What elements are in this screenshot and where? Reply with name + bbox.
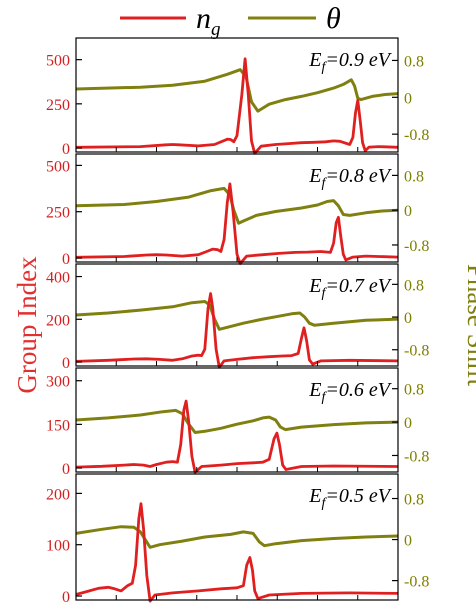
left-tick-label: 0	[62, 355, 70, 372]
right-tick-label: 0	[404, 533, 412, 550]
legend-ng-label: ng	[196, 2, 221, 40]
left-tick-label: 150	[46, 417, 70, 434]
left-tick-label: 500	[46, 158, 70, 175]
right-tick-label: -0.8	[404, 448, 429, 465]
panel-4: 0 150 300 0.8 0 -0.8 Ef=0.6 eV	[46, 367, 429, 478]
right-tick-label: 0.8	[404, 277, 424, 294]
fermi-energy-label-5: Ef=0.5 eV	[308, 485, 392, 511]
panels: 0 250 500 0.8 0 -0.8 Ef=0.9 eV 0 250 500 0.8 0 -0.8 E…	[46, 37, 429, 606]
left-tick-label: 300	[46, 374, 70, 391]
ng-curve-5	[75, 502, 399, 603]
left-tick-label: 500	[46, 53, 70, 70]
fermi-energy-label-4: Ef=0.6 eV	[308, 379, 392, 405]
right-tick-label: -0.8	[404, 574, 429, 591]
right-tick-label: 0	[404, 415, 412, 432]
fermi-energy-label-1: Ef=0.9 eV	[308, 49, 392, 75]
panel-5: 0 100 200 0.8 0 -0.8 Ef=0.5 eV	[46, 473, 429, 606]
legend-theta-label: θ	[326, 2, 341, 35]
theta-curve-3	[75, 300, 399, 331]
right-tick-label: 0.8	[404, 492, 424, 509]
y-axis-label-left: Group Index	[12, 256, 42, 394]
left-tick-label: 0	[62, 589, 70, 606]
left-tick-label: 250	[46, 205, 70, 222]
left-tick-label: 250	[46, 97, 70, 114]
theta-curve-1	[75, 68, 399, 113]
panel-2: 0 250 500 0.8 0 -0.8 Ef=0.8 eV	[46, 153, 429, 268]
right-tick-label: 0	[404, 203, 412, 220]
theta-curve-5	[75, 525, 399, 549]
ng-curve-3	[75, 292, 399, 369]
left-tick-label: 0	[62, 461, 70, 478]
left-tick-label: 0	[62, 251, 70, 268]
right-tick-label: -0.8	[404, 238, 429, 255]
panel-1: 0 250 500 0.8 0 -0.8 Ef=0.9 eV	[46, 37, 429, 158]
left-tick-label: 0	[62, 141, 70, 158]
right-tick-label: 0.8	[404, 53, 424, 70]
right-tick-label: 0.8	[404, 168, 424, 185]
panel-3: 0 200 400 0.8 0 -0.8 Ef=0.7 eV	[46, 263, 429, 372]
right-tick-label: -0.8	[404, 127, 429, 144]
left-tick-label: 100	[46, 538, 70, 555]
theta-curve-4	[75, 408, 399, 434]
left-tick-label: 200	[46, 312, 70, 329]
legend: ng θ	[120, 2, 341, 40]
theta-curve-2	[75, 186, 399, 225]
right-tick-label: 0	[404, 310, 412, 327]
ng-curve-1	[75, 57, 399, 155]
y-axis-label-right: Phase Shift	[462, 264, 476, 387]
ng-curve-2	[75, 182, 399, 265]
right-tick-label: 0	[404, 90, 412, 107]
fermi-energy-label-2: Ef=0.8 eV	[308, 165, 392, 191]
left-tick-label: 200	[46, 486, 70, 503]
right-tick-label: 0.8	[404, 382, 424, 399]
ng-curve-4	[75, 399, 399, 474]
left-tick-label: 400	[46, 270, 70, 287]
right-tick-label: -0.8	[404, 343, 429, 360]
fermi-energy-label-3: Ef=0.7 eV	[308, 275, 392, 301]
